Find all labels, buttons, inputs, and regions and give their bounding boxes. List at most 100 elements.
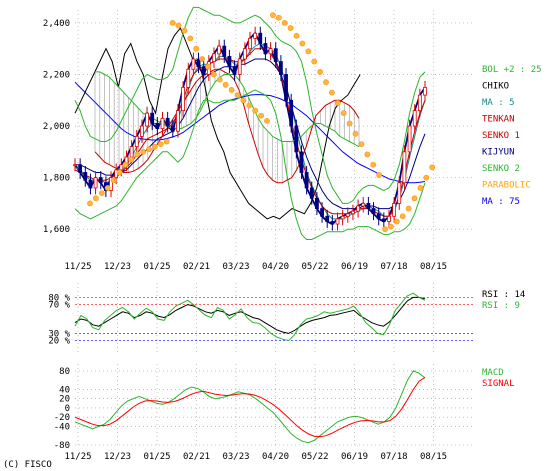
legend-entry: SIGNAL <box>482 379 515 389</box>
price-candles <box>73 26 427 231</box>
series-line-ma5 <box>74 42 426 220</box>
x-tick-label: 12/23 <box>104 452 131 462</box>
parabolic-dot <box>399 213 406 220</box>
candle-body <box>278 61 283 75</box>
candle-body <box>176 110 180 132</box>
parabolic-dot <box>269 12 276 19</box>
parabolic-dot <box>157 141 164 148</box>
candle-body <box>417 94 422 111</box>
candle-body <box>232 66 237 75</box>
candle-body <box>181 86 185 111</box>
candle-body <box>402 151 407 184</box>
price-parabolic <box>87 12 436 233</box>
parabolic-dot <box>98 190 105 197</box>
x-tick-label: 05/22 <box>301 452 328 462</box>
parabolic-dot <box>116 169 123 176</box>
candle-body <box>356 205 360 212</box>
candle-body <box>191 58 196 70</box>
y-tick-label: 70 % <box>48 301 70 311</box>
parabolic-dot <box>228 87 235 93</box>
candle-body <box>340 215 345 220</box>
legend-entry: SENKO 2 <box>482 164 520 174</box>
price-legend: BOL +2 : 25 CHIKO MA : 5 TENKAN SENKO 1 KIJYU… <box>482 65 542 207</box>
candle-body <box>289 99 294 127</box>
parabolic-dot <box>293 32 300 39</box>
y-tick-label: 80 <box>59 367 70 377</box>
series-line-senko2 <box>95 71 360 148</box>
candle-body <box>294 125 299 153</box>
candle-body <box>423 86 427 96</box>
x-tick-label: 04/20 <box>262 262 289 272</box>
parabolic-dot <box>110 177 117 184</box>
y-tick-label: 0 <box>65 404 70 414</box>
parabolic-dot <box>128 156 135 163</box>
parabolic-dot <box>299 40 306 47</box>
candle-body <box>155 123 160 130</box>
legend-entry: BOL +2 : 25 <box>482 65 542 75</box>
candle-body <box>258 32 263 44</box>
parabolic-dot <box>175 22 182 29</box>
parabolic-dot <box>275 14 282 21</box>
candle-body <box>381 218 386 222</box>
candle-body <box>186 68 191 88</box>
parabolic-dot <box>246 102 253 109</box>
y-tick-label: 20 <box>59 395 70 405</box>
candle-body <box>371 208 376 215</box>
parabolic-dot <box>134 151 141 158</box>
parabolic-dot <box>317 68 323 75</box>
parabolic-dot <box>387 223 394 230</box>
parabolic-dot <box>411 195 418 202</box>
parabolic-dot <box>234 92 241 99</box>
candle-body <box>366 203 371 209</box>
y-tick-label: -40 <box>54 422 70 432</box>
candle-body <box>165 117 170 127</box>
parabolic-dot <box>210 71 217 78</box>
parabolic-dot <box>281 19 288 26</box>
parabolic-dot <box>146 146 152 153</box>
legend-entry: TENKAN <box>482 115 515 125</box>
parabolic-dot <box>429 164 436 171</box>
rsi-y-ticks: 20 %30 % 70 %80 % <box>48 293 70 346</box>
series-line-signal <box>74 376 426 438</box>
series-line-macd <box>74 370 426 444</box>
price-panel: 1,600 1,800 2,000 2,200 2,400 11/25 12/23 01/2… <box>43 6 542 272</box>
candle-body <box>227 56 232 68</box>
parabolic-dot <box>264 117 270 124</box>
candle-body <box>412 110 417 127</box>
x-tick-label: 02/21 <box>183 452 210 462</box>
parabolic-dot <box>181 27 188 34</box>
candle-body <box>309 187 314 199</box>
parabolic-dot <box>417 185 424 191</box>
x-tick-label: 11/25 <box>64 452 91 462</box>
parabolic-dot <box>364 151 371 158</box>
legend-entry: PARABOLIC <box>482 181 531 191</box>
y-tick-label: 30 % <box>48 329 70 339</box>
series-line-senko1 <box>94 68 360 184</box>
x-tick-label: 03/23 <box>222 452 249 462</box>
candle-body <box>109 177 113 191</box>
legend-entry: MA : 75 <box>482 197 520 207</box>
x-tick-label: 08/15 <box>420 262 447 272</box>
parabolic-dot <box>323 79 329 86</box>
candle-body <box>242 48 247 60</box>
series-line-kijyun <box>75 58 426 210</box>
parabolic-dot <box>163 138 170 145</box>
parabolic-dot <box>382 226 388 233</box>
candle-body <box>387 215 391 222</box>
legend-entry: RSI : 9 <box>482 301 520 311</box>
candle-body <box>140 125 144 137</box>
candle-body <box>201 66 206 75</box>
candle-body <box>134 135 139 148</box>
series-line-bol_lower <box>74 89 426 240</box>
candle-body <box>145 112 149 127</box>
x-tick-label: 06/19 <box>341 262 368 272</box>
legend-entry: SENKO 1 <box>482 131 520 141</box>
candle-body <box>330 221 335 225</box>
parabolic-dot <box>334 99 341 106</box>
candle-body <box>376 213 381 220</box>
candle-body <box>273 48 278 62</box>
parabolic-dot <box>122 161 129 168</box>
